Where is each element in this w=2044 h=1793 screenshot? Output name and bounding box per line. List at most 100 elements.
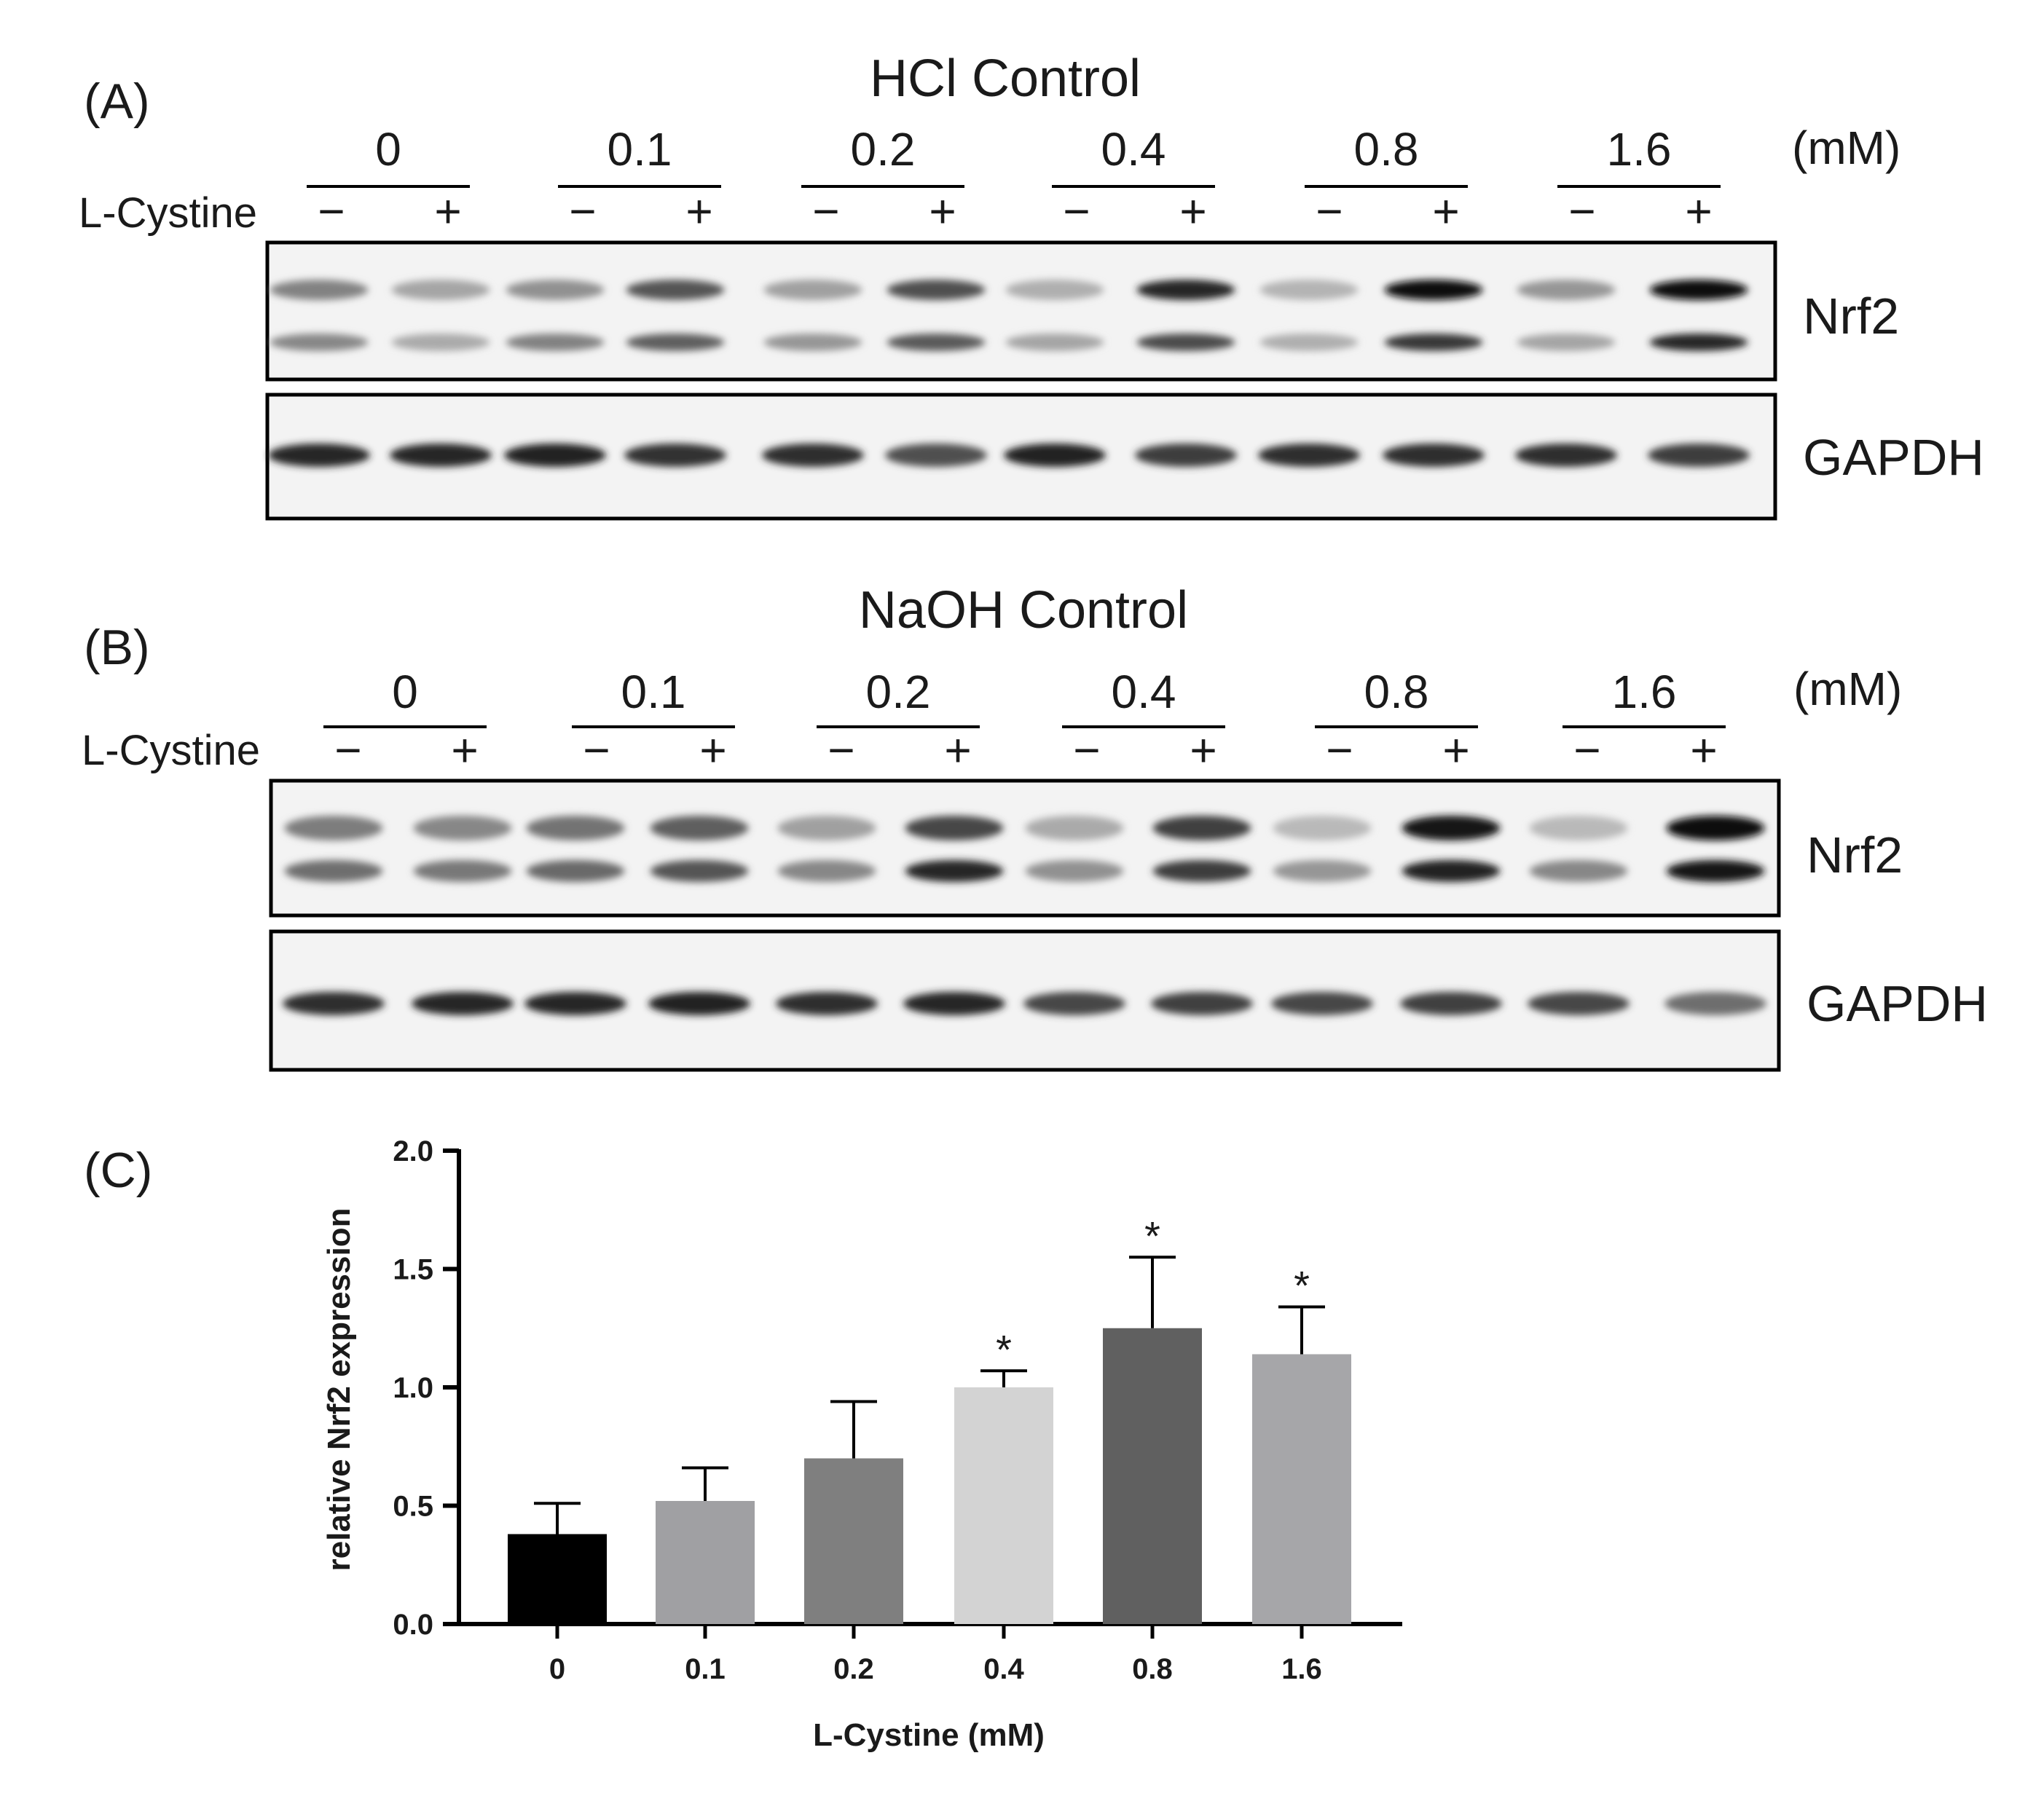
concentration-label: 0.8 — [1364, 666, 1429, 718]
panel-a-concentration-header: 0− +0.1− +0.2− +0.4− +0.8− +1.6− + — [307, 123, 1721, 237]
bar — [508, 1534, 607, 1624]
blot-band — [413, 860, 512, 882]
bar — [1103, 1328, 1202, 1624]
panel-a-gapdh-bands — [268, 444, 1750, 467]
panel-c: (C) relative Nrf2 expression L-Cystine (… — [84, 1135, 1402, 1753]
blot-band — [905, 860, 1004, 882]
panel-b-concentration-header: 0− +0.1− +0.2− +0.4− +0.8− +1.6− + — [323, 666, 1726, 776]
plus-sign: + — [1432, 185, 1459, 237]
concentration-label: 0 — [375, 123, 401, 176]
blot-band — [1152, 860, 1251, 882]
plus-sign: + — [1685, 185, 1712, 237]
y-tick-label: 0.5 — [393, 1491, 433, 1523]
blot-band — [1259, 334, 1359, 351]
bar — [804, 1458, 903, 1624]
blot-band — [1649, 334, 1748, 351]
blot-band — [506, 280, 605, 300]
blot-band — [1259, 280, 1359, 300]
blot-band — [1664, 992, 1766, 1015]
panel-b-label: (B) — [84, 620, 150, 675]
blot-band — [1005, 334, 1104, 351]
blot-band — [1258, 444, 1360, 467]
panel-a-nrf2-bands — [270, 280, 1748, 351]
plus-sign: + — [1179, 185, 1206, 237]
blot-band — [284, 816, 383, 840]
panel-a-nrf2-blot — [265, 240, 1777, 382]
blot-band — [626, 334, 725, 351]
concentration-label: 0.2 — [866, 666, 931, 718]
blot-band — [1005, 280, 1104, 300]
blot-band — [1649, 280, 1748, 300]
blot-band — [776, 992, 878, 1015]
bar — [954, 1387, 1053, 1624]
panel-b-nrf2-bands — [284, 816, 1765, 882]
blot-band — [1528, 992, 1630, 1015]
panel-a-title: HCl Control — [870, 50, 1141, 108]
blot-band — [524, 992, 626, 1015]
blot-band — [412, 992, 514, 1015]
blot-band — [1648, 444, 1750, 467]
concentration-label: 0.1 — [621, 666, 686, 718]
y-tick-label: 0.0 — [393, 1609, 433, 1641]
panel-b-gapdh-label: GAPDH — [1807, 975, 1988, 1032]
plus-sign: + — [699, 724, 726, 776]
minus-sign: − — [828, 724, 854, 776]
blot-band — [777, 816, 876, 840]
blot-band — [903, 992, 1005, 1015]
minus-sign: − — [1073, 724, 1100, 776]
panel-a-nrf2-label: Nrf2 — [1803, 288, 1899, 344]
panel-a-treatment-label: L-Cystine — [79, 189, 257, 237]
blot-band — [1025, 860, 1124, 882]
x-tick-label: 0.8 — [1132, 1653, 1173, 1685]
blot-band — [413, 816, 512, 840]
blot-band — [391, 280, 490, 300]
minus-sign: − — [334, 724, 361, 776]
blot-band — [283, 992, 385, 1015]
significance-marker: * — [1294, 1263, 1310, 1309]
panel-b-nrf2-blot — [269, 779, 1781, 918]
blot-band — [1271, 992, 1373, 1015]
blot-band — [650, 860, 749, 882]
blot-band — [1529, 816, 1628, 840]
plus-sign: + — [944, 724, 971, 776]
blot-band — [624, 444, 726, 467]
blot-band — [1273, 816, 1372, 840]
x-tick-label: 0.4 — [983, 1653, 1024, 1685]
blot-band — [270, 334, 369, 351]
blot-band — [1529, 860, 1628, 882]
blot-band — [1152, 816, 1251, 840]
minus-sign: − — [1063, 185, 1090, 237]
blot-band — [506, 334, 605, 351]
minus-sign: − — [1573, 724, 1600, 776]
blot-band — [1517, 334, 1616, 351]
blot-band — [390, 444, 492, 467]
x-tick-label: 0 — [549, 1653, 565, 1685]
minus-sign: − — [1326, 724, 1353, 776]
concentration-label: 1.6 — [1607, 123, 1672, 176]
blot-band — [1384, 334, 1483, 351]
blot-band — [526, 816, 625, 840]
y-tick-label: 2.0 — [393, 1135, 433, 1167]
blot-band — [763, 280, 862, 300]
concentration-label: 0.2 — [851, 123, 916, 176]
bar — [656, 1501, 755, 1624]
blot-band — [763, 334, 862, 351]
blot-band — [1402, 860, 1501, 882]
bar-chart: 0.0 0.5 1.0 1.5 2.0 0 0.1 0.2 0.4 * 0.8 * 1.6 * — [393, 1135, 1402, 1685]
x-tick-label: 1.6 — [1281, 1653, 1322, 1685]
panel-b: (B) NaOH Control (mM) L-Cystine 0− +0.1− +… — [82, 581, 1988, 1072]
plus-sign: + — [929, 185, 956, 237]
concentration-label: 1.6 — [1612, 666, 1677, 718]
blot-band — [1136, 334, 1235, 351]
blot-band — [762, 444, 864, 467]
panel-a-gapdh-label: GAPDH — [1803, 429, 1984, 486]
blot-band — [391, 334, 490, 351]
blot-band — [268, 444, 370, 467]
blot-band — [887, 334, 986, 351]
bar — [1252, 1354, 1351, 1624]
plus-sign: + — [685, 185, 712, 237]
panel-b-gapdh-blot — [269, 929, 1781, 1072]
minus-sign: − — [1316, 185, 1343, 237]
blot-band — [887, 280, 986, 300]
